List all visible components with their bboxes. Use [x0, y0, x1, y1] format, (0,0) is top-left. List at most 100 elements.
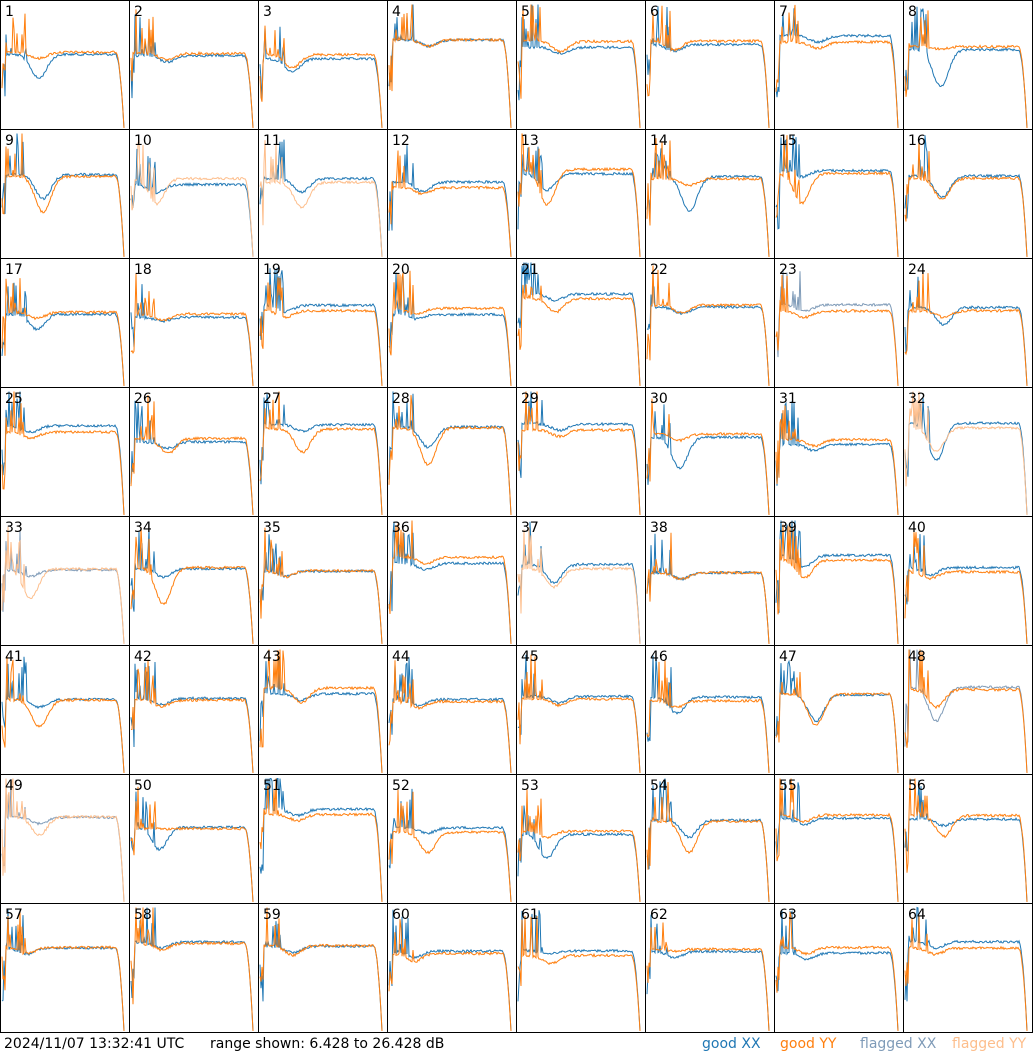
- panel-label: 29: [521, 391, 539, 407]
- yy-curve: [259, 25, 383, 129]
- yy-curve: [259, 649, 383, 774]
- yy-curve: [646, 138, 770, 258]
- panel-label: 57: [5, 907, 23, 923]
- panel-label: 34: [134, 520, 152, 536]
- panel-label: 41: [5, 649, 23, 665]
- yy-curve: [1, 911, 125, 1032]
- panel-label: 64: [908, 907, 926, 923]
- panel-label: 11: [263, 133, 281, 149]
- panel-label: 47: [779, 649, 797, 665]
- yy-curve: [517, 527, 641, 645]
- panel-label: 36: [392, 520, 410, 536]
- legend-entry: flagged XX: [860, 1036, 937, 1052]
- yy-curve: [775, 275, 899, 387]
- panel-label: 61: [521, 907, 539, 923]
- panel-label: 53: [521, 778, 539, 794]
- yy-curve: [388, 789, 512, 903]
- xx-curve: [904, 780, 1028, 903]
- panel: 63: [774, 903, 904, 1033]
- panel: 22: [645, 258, 775, 388]
- xx-curve: [259, 267, 383, 387]
- panel-label: 10: [134, 133, 152, 149]
- yy-curve: [1, 13, 125, 129]
- panel-label: 21: [521, 262, 539, 278]
- yy-curve: [775, 911, 899, 1032]
- panel-label: 43: [263, 649, 281, 665]
- yy-curve: [517, 133, 641, 258]
- panel-label: 46: [650, 649, 668, 665]
- panel-label: 2: [134, 4, 143, 20]
- panel-label: 9: [5, 133, 14, 149]
- panel-label: 38: [650, 520, 668, 536]
- xx-curve: [259, 778, 383, 903]
- xx-curve: [904, 276, 1028, 387]
- panel-label: 52: [392, 778, 410, 794]
- xx-curve: [130, 907, 254, 1032]
- yy-curve: [904, 391, 1028, 516]
- yy-curve: [775, 671, 899, 774]
- panel-label: 62: [650, 907, 668, 923]
- panel-label: 32: [908, 391, 926, 407]
- yy-curve: [388, 660, 512, 774]
- xx-curve: [775, 134, 899, 258]
- yy-curve: [646, 398, 770, 516]
- panel-label: 63: [779, 907, 797, 923]
- panel-label: 23: [779, 262, 797, 278]
- xx-curve: [904, 906, 1028, 1032]
- yy-curve: [904, 532, 1028, 645]
- timestamp: 2024/11/07 13:32:41 UTC: [4, 1036, 184, 1052]
- yy-curve: [775, 405, 899, 516]
- xx-curve: [388, 521, 512, 645]
- xx-curve: [388, 788, 512, 903]
- legend-entry: flagged YY: [952, 1036, 1027, 1052]
- panel-label: 1: [5, 4, 14, 20]
- panel-label: 33: [5, 520, 23, 536]
- yy-curve: [130, 786, 254, 903]
- panel-label: 15: [779, 133, 797, 149]
- yy-curve: [646, 532, 770, 645]
- yy-curve: [904, 915, 1028, 1032]
- panel-label: 59: [263, 907, 281, 923]
- panel-label: 17: [5, 262, 23, 278]
- legend-entry: good YY: [780, 1036, 837, 1052]
- yy-curve: [775, 778, 899, 903]
- panel-label: 30: [650, 391, 668, 407]
- panel-label: 48: [908, 649, 926, 665]
- yy-curve: [259, 277, 383, 387]
- panel-label: 27: [263, 391, 281, 407]
- panel: 64: [903, 903, 1033, 1033]
- xx-curve: [775, 401, 899, 516]
- xx-curve: [775, 910, 899, 1032]
- yy-curve: [646, 922, 770, 1032]
- panel-label: 50: [134, 778, 152, 794]
- yy-curve: [388, 919, 512, 1032]
- xx-curve: [775, 268, 899, 387]
- yy-curve: [517, 654, 641, 774]
- panel-label: 22: [650, 262, 668, 278]
- yy-curve: [1, 391, 125, 516]
- panel-label: 6: [650, 4, 659, 20]
- yy-curve: [1, 656, 125, 774]
- xx-curve: [130, 284, 254, 387]
- panel-label: 13: [521, 133, 539, 149]
- panel-label: 55: [779, 778, 797, 794]
- range-text: range shown: 6.428 to 26.428 dB: [210, 1036, 444, 1052]
- panel-label: 28: [392, 391, 410, 407]
- panel-label: 37: [521, 520, 539, 536]
- yy-curve: [388, 4, 512, 129]
- xx-curve: [904, 649, 1028, 774]
- xx-curve: [646, 655, 770, 774]
- xx-curve: [646, 284, 770, 387]
- xx-curve: [388, 657, 512, 774]
- xx-curve: [517, 262, 641, 387]
- panel-label: 44: [392, 649, 410, 665]
- panel-label: 4: [392, 4, 401, 20]
- panel: 15: [774, 129, 904, 259]
- xx-curve: [904, 534, 1028, 645]
- yy-curve: [388, 395, 512, 516]
- yy-curve: [259, 391, 383, 516]
- panel-label: 54: [650, 778, 668, 794]
- panel-label: 56: [908, 778, 926, 794]
- yy-curve: [904, 10, 1028, 129]
